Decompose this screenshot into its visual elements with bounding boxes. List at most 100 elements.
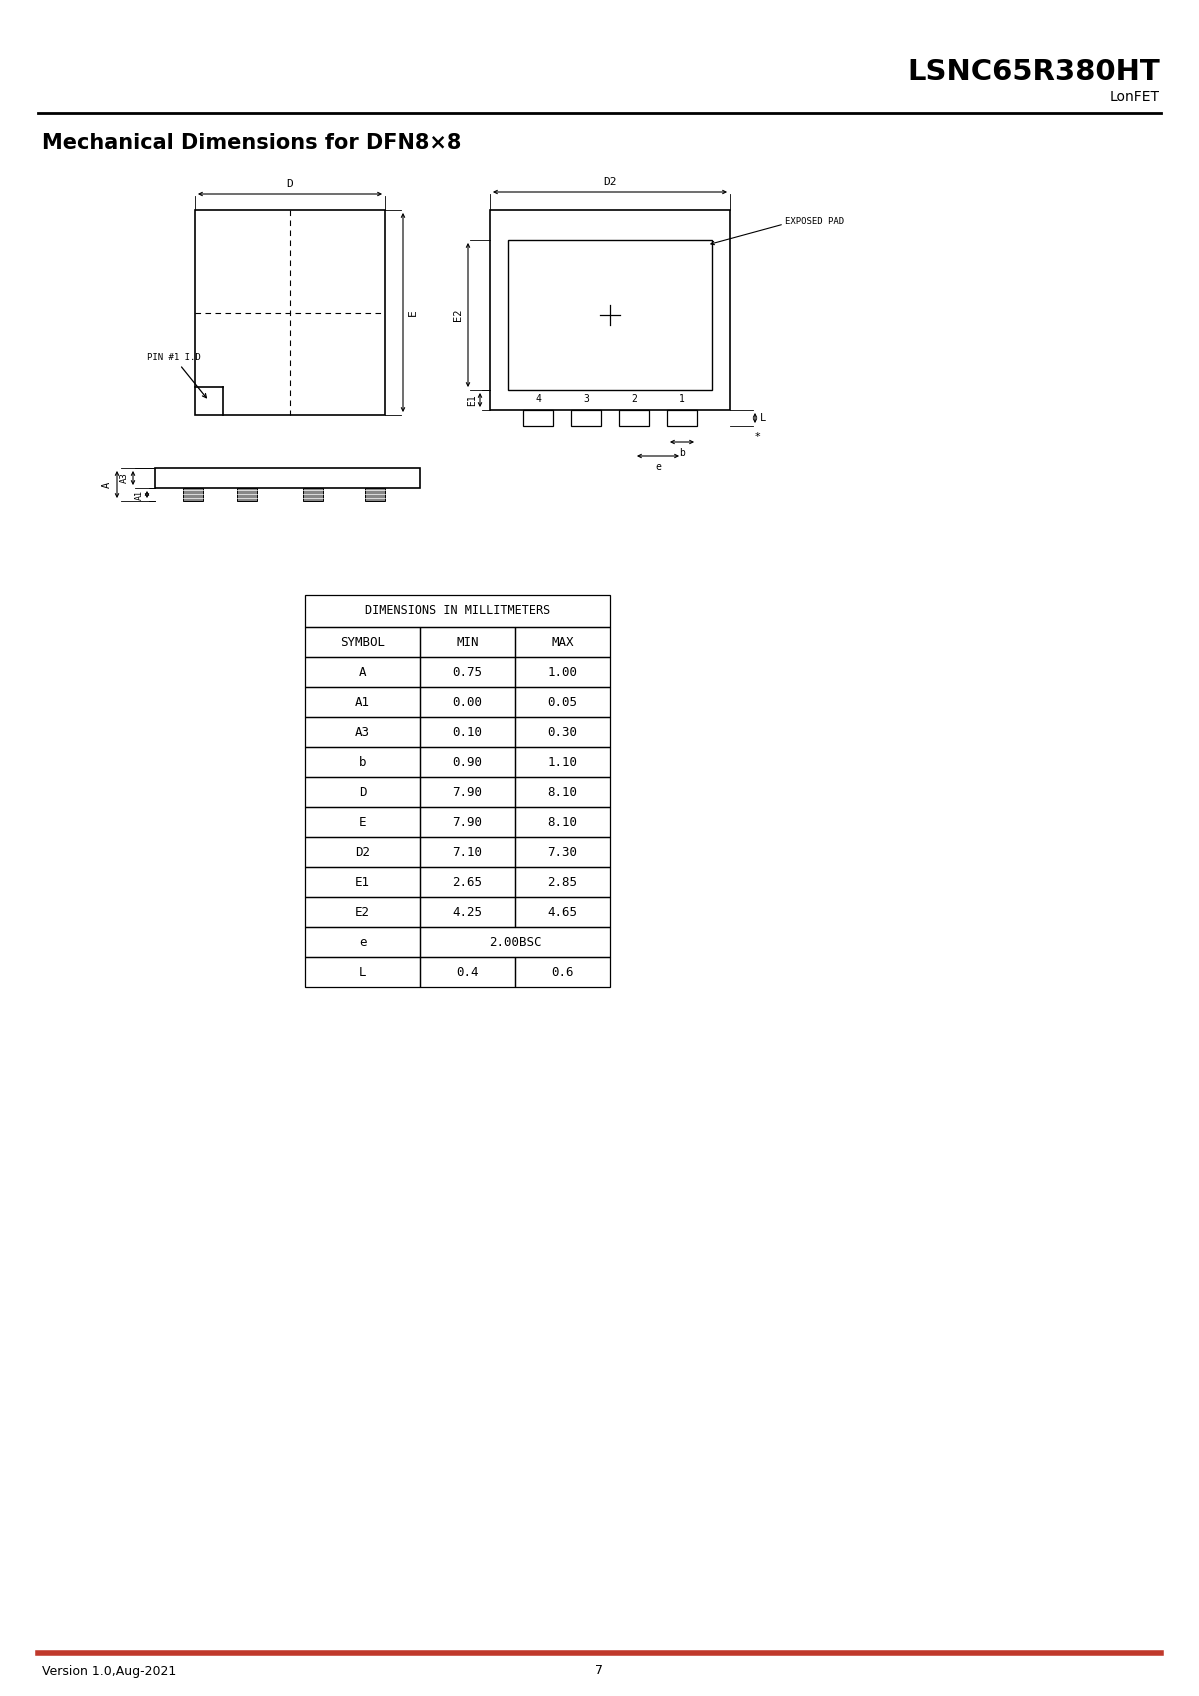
Text: 4: 4 (535, 393, 541, 404)
Bar (420, 746, 516, 777)
Text: 1.10: 1.10 (548, 755, 578, 768)
Text: D2: D2 (603, 176, 616, 187)
Text: 1.00: 1.00 (548, 665, 578, 678)
Bar (420, 928, 610, 957)
Text: 4.65: 4.65 (548, 906, 578, 919)
Bar (237, 488, 257, 500)
Bar (420, 957, 516, 987)
Text: PIN #1 I.D: PIN #1 I.D (147, 353, 206, 399)
Text: b: b (359, 755, 366, 768)
Bar (420, 838, 516, 867)
Bar (305, 957, 420, 987)
Bar (420, 687, 516, 717)
Bar (508, 241, 712, 390)
Bar (155, 468, 420, 488)
Text: 2: 2 (631, 393, 637, 404)
Bar (420, 897, 516, 928)
Text: 0.90: 0.90 (452, 755, 482, 768)
Bar (303, 488, 323, 500)
Text: A1: A1 (135, 490, 144, 500)
Bar (305, 838, 420, 867)
Text: 0.30: 0.30 (548, 726, 578, 738)
Text: 0.75: 0.75 (452, 665, 482, 678)
Bar (516, 897, 610, 928)
Text: L: L (760, 414, 766, 422)
Bar (571, 410, 601, 426)
Bar (305, 656, 420, 687)
Text: 2.00BSC: 2.00BSC (489, 936, 541, 948)
Text: 8.10: 8.10 (548, 816, 578, 829)
Bar (516, 656, 610, 687)
Text: A3: A3 (120, 473, 129, 483)
Bar (516, 746, 610, 777)
Bar (516, 867, 610, 897)
Text: E2: E2 (453, 309, 463, 321)
Bar (305, 807, 420, 838)
Text: D: D (287, 180, 294, 188)
Text: 2.85: 2.85 (548, 875, 578, 889)
Text: 0.05: 0.05 (548, 695, 578, 709)
Text: *: * (754, 432, 760, 443)
Text: 7: 7 (595, 1664, 603, 1677)
Bar (516, 628, 610, 656)
Bar (420, 628, 516, 656)
Text: L: L (359, 965, 366, 979)
Text: SYMBOL: SYMBOL (341, 636, 385, 648)
Text: e: e (359, 936, 366, 948)
Bar (516, 957, 610, 987)
Text: b: b (679, 448, 685, 458)
Text: MAX: MAX (552, 636, 574, 648)
Text: E2: E2 (355, 906, 370, 919)
Text: e: e (655, 461, 661, 471)
Text: A3: A3 (355, 726, 370, 738)
Bar (305, 897, 420, 928)
Text: 3: 3 (583, 393, 589, 404)
Bar (420, 777, 516, 807)
Text: D2: D2 (355, 846, 370, 858)
Bar (305, 628, 420, 656)
Text: D: D (359, 785, 366, 799)
Text: LonFET: LonFET (1110, 90, 1159, 103)
Bar (619, 410, 649, 426)
Text: E: E (359, 816, 366, 829)
Text: A: A (102, 482, 112, 488)
Bar (183, 488, 203, 500)
Text: Version 1.0,Aug-2021: Version 1.0,Aug-2021 (42, 1664, 176, 1677)
Bar (516, 687, 610, 717)
Bar (305, 595, 610, 628)
Bar (305, 928, 420, 957)
Text: E1: E1 (355, 875, 370, 889)
Text: LSNC65R380HT: LSNC65R380HT (908, 58, 1159, 86)
Text: EXPOSED PAD: EXPOSED PAD (785, 217, 844, 227)
Text: MIN: MIN (457, 636, 478, 648)
Bar (305, 746, 420, 777)
Text: DIMENSIONS IN MILLITMETERS: DIMENSIONS IN MILLITMETERS (364, 604, 550, 617)
Text: 0.10: 0.10 (452, 726, 482, 738)
Text: A1: A1 (355, 695, 370, 709)
Bar (420, 867, 516, 897)
Text: 0.00: 0.00 (452, 695, 482, 709)
Bar (523, 410, 553, 426)
Bar (305, 717, 420, 746)
Text: A: A (359, 665, 366, 678)
Bar (516, 777, 610, 807)
Bar (490, 210, 730, 410)
Text: 0.4: 0.4 (457, 965, 478, 979)
Bar (420, 807, 516, 838)
Text: 4.25: 4.25 (452, 906, 482, 919)
Bar (305, 777, 420, 807)
Bar (420, 717, 516, 746)
Bar (195, 210, 385, 416)
Text: E1: E1 (466, 393, 477, 405)
Text: 7.30: 7.30 (548, 846, 578, 858)
Text: 7.90: 7.90 (452, 816, 482, 829)
Text: 1: 1 (679, 393, 685, 404)
Text: E: E (408, 309, 418, 315)
Bar (516, 717, 610, 746)
Bar (420, 656, 516, 687)
Bar (667, 410, 697, 426)
Bar (516, 807, 610, 838)
Text: 2.65: 2.65 (452, 875, 482, 889)
Bar (364, 488, 385, 500)
Text: Mechanical Dimensions for DFN8×8: Mechanical Dimensions for DFN8×8 (42, 132, 462, 153)
